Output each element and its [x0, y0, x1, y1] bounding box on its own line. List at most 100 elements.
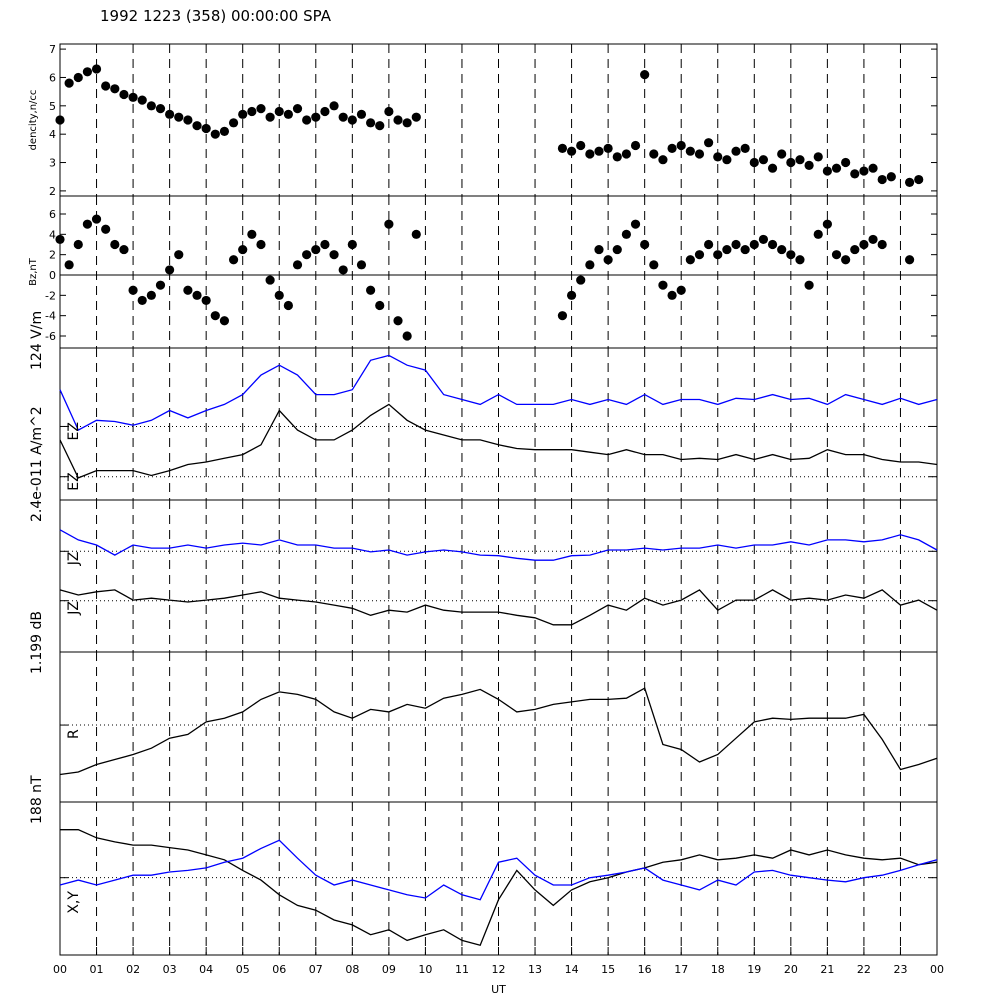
data-point: [877, 174, 887, 185]
data-point: [338, 112, 348, 122]
data-point: [256, 104, 266, 114]
data-point: [375, 121, 385, 131]
data-point: [91, 64, 102, 74]
data-point: [685, 146, 695, 156]
data-point: [859, 166, 869, 176]
data-point: [621, 229, 631, 239]
data-point: [366, 285, 376, 295]
x-tick-label: 02: [126, 963, 140, 976]
x-tick-label: 04: [199, 963, 213, 976]
data-point: [904, 177, 915, 187]
data-point: [393, 115, 403, 125]
x-tick-label: 00: [53, 963, 67, 976]
x-tick-label: 03: [163, 963, 177, 976]
data-point: [612, 244, 622, 255]
data-point: [786, 157, 796, 168]
x-tick-label: 12: [492, 963, 506, 976]
data-point: [219, 316, 230, 326]
scale-label: 1.199 dB: [29, 611, 45, 674]
x-tick-label: 18: [711, 963, 725, 976]
data-point: [402, 118, 412, 128]
data-point: [238, 244, 248, 255]
x-tick-label: 14: [565, 963, 579, 976]
trace-line: [59, 529, 938, 561]
data-point: [749, 239, 759, 250]
data-point: [822, 166, 832, 176]
data-point: [247, 229, 257, 239]
data-point: [228, 255, 239, 265]
data-point: [603, 255, 613, 265]
data-point: [174, 250, 184, 260]
data-point: [201, 295, 211, 306]
data-point: [192, 121, 202, 131]
data-point: [119, 244, 129, 255]
x-tick-label: 00: [930, 963, 944, 976]
data-point: [640, 70, 650, 80]
data-point: [658, 280, 668, 290]
data-point: [694, 250, 705, 260]
y-tick-label: 6: [49, 71, 56, 84]
data-point: [649, 149, 659, 159]
x-tick-label: 01: [90, 963, 104, 976]
data-point: [137, 295, 147, 306]
scale-label: 2.4e-011 A/m^2: [29, 406, 45, 522]
data-point: [73, 239, 83, 250]
trace-line: [59, 589, 938, 626]
y-tick-label: 4: [49, 128, 56, 141]
data-point: [384, 219, 394, 229]
data-point: [758, 234, 769, 245]
x-tick-label: 06: [272, 963, 286, 976]
data-point: [55, 115, 65, 125]
data-point: [667, 143, 677, 153]
y-tick-label: 2: [49, 249, 56, 262]
data-point: [822, 219, 832, 229]
data-point: [91, 214, 102, 224]
data-point: [347, 115, 357, 125]
trace-line: [59, 687, 938, 776]
data-point: [612, 152, 622, 162]
data-point: [566, 146, 577, 156]
data-point: [777, 149, 787, 159]
data-point: [302, 115, 312, 125]
y-tick-label: -2: [45, 289, 56, 302]
trace-label: R: [66, 729, 82, 739]
data-point: [576, 275, 586, 285]
data-point: [722, 244, 732, 255]
data-point: [128, 92, 138, 102]
data-point: [110, 84, 120, 94]
data-point: [713, 152, 723, 162]
x-tick-label: 17: [674, 963, 688, 976]
data-point: [137, 95, 147, 105]
data-point: [210, 311, 220, 321]
data-point: [795, 255, 805, 265]
data-point: [795, 155, 805, 165]
trace-line: [59, 403, 938, 479]
data-point: [649, 260, 659, 270]
data-point: [694, 149, 705, 159]
x-tick-label: 09: [382, 963, 396, 976]
data-point: [101, 224, 111, 234]
data-point: [73, 72, 83, 83]
data-point: [402, 331, 412, 341]
data-point: [128, 285, 138, 295]
data-point: [831, 163, 842, 173]
data-point: [758, 155, 769, 165]
data-point: [274, 106, 284, 117]
data-point: [219, 126, 230, 136]
data-point: [877, 239, 887, 250]
y-tick-label: 0: [49, 269, 56, 282]
data-point: [704, 138, 714, 148]
data-point: [594, 146, 604, 156]
data-point: [329, 101, 339, 111]
x-tick-label: 10: [418, 963, 432, 976]
data-point: [101, 81, 111, 91]
data-point: [183, 115, 193, 125]
data-point: [713, 250, 723, 260]
y-tick-label: -6: [45, 330, 56, 343]
data-point: [411, 229, 421, 239]
data-point: [302, 250, 312, 260]
data-point: [238, 109, 248, 119]
data-point: [183, 285, 193, 295]
trace-label: JZ: [66, 552, 82, 567]
